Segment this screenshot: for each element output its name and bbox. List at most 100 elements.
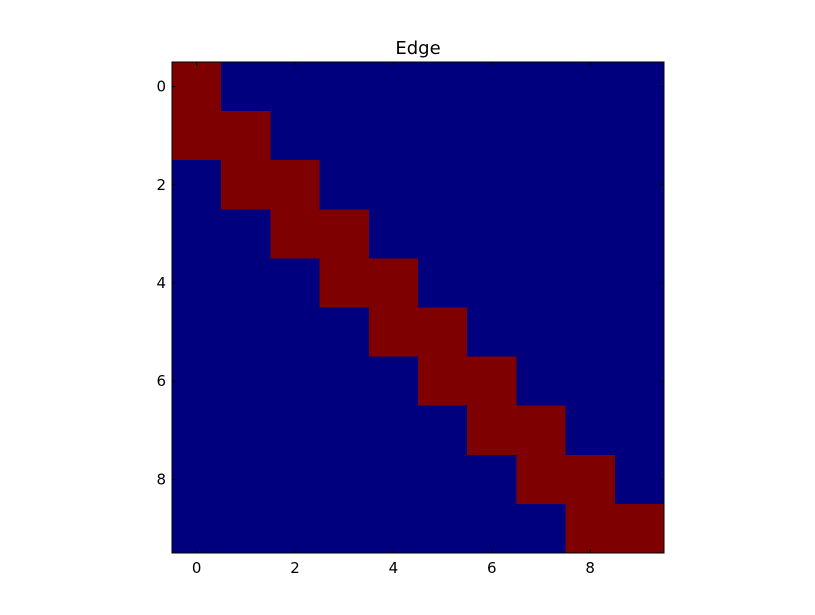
heatmap-cell: [467, 356, 517, 407]
heatmap-cell: [418, 209, 468, 259]
x-tick-label: 4: [389, 559, 399, 577]
heatmap-cell: [565, 503, 616, 554]
heatmap-cell: [516, 258, 567, 308]
heatmap-cell: [614, 356, 665, 407]
heatmap-cell: [319, 62, 370, 112]
heatmap-cell: [319, 307, 370, 358]
heatmap-cell: [172, 503, 222, 554]
heatmap-cell: [516, 160, 567, 210]
plot-frame: [171, 61, 665, 554]
heatmap-cell: [172, 160, 222, 210]
heatmap-cell: [418, 160, 468, 210]
heatmap-cell: [368, 307, 419, 358]
heatmap-cell: [516, 405, 567, 456]
heatmap-cell: [418, 62, 468, 112]
heatmap-cell: [565, 405, 616, 456]
heatmap-cell: [516, 503, 567, 554]
heatmap-cell: [270, 62, 321, 112]
heatmap-cell: [221, 258, 271, 308]
heatmap-cell: [614, 209, 665, 259]
x-tick-label: 8: [585, 559, 595, 577]
heatmap-cell: [614, 405, 665, 456]
heatmap-cell: [270, 356, 321, 407]
heatmap-cell: [368, 209, 419, 259]
heatmap-cell: [516, 111, 567, 161]
x-tick-label: 0: [192, 559, 202, 577]
heatmap-cell: [319, 405, 370, 456]
heatmap-cell: [614, 62, 665, 112]
heatmap-cells: [172, 62, 665, 554]
heatmap-cell: [467, 503, 517, 554]
heatmap-cell: [467, 62, 517, 112]
heatmap-cell: [467, 111, 517, 161]
y-tick-label: 8: [156, 470, 166, 488]
heatmap-cell: [467, 160, 517, 210]
heatmap-cell: [368, 454, 419, 505]
x-axis-tick-labels: 0 2 4 6 8: [192, 559, 595, 577]
heatmap-cell: [172, 356, 222, 407]
heatmap-cell: [368, 405, 419, 456]
heatmap-cell: [221, 503, 271, 554]
heatmap-cell: [467, 209, 517, 259]
heatmap-cell: [614, 258, 665, 308]
heatmap-cell: [565, 209, 616, 259]
heatmap-cell: [614, 160, 665, 210]
heatmap-cell: [565, 111, 616, 161]
heatmap-cell: [368, 62, 419, 112]
heatmap-cell: [467, 258, 517, 308]
heatmap-cell: [467, 454, 517, 505]
y-tick-label: 4: [156, 274, 166, 292]
heatmap-cell: [516, 454, 567, 505]
heatmap-cell: [221, 62, 271, 112]
heatmap-cell: [467, 405, 517, 456]
heatmap-cell: [172, 209, 222, 259]
heatmap-cell: [368, 160, 419, 210]
heatmap-cell: [221, 454, 271, 505]
heatmap-cell: [368, 111, 419, 161]
heatmap-cell: [319, 356, 370, 407]
heatmap-cell: [221, 111, 271, 161]
heatmap-cell: [270, 307, 321, 358]
heatmap-cell: [270, 405, 321, 456]
heatmap-cell: [467, 307, 517, 358]
heatmap-cell: [565, 160, 616, 210]
heatmap-cell: [172, 454, 222, 505]
heatmap-cell: [565, 307, 616, 358]
y-tick-label: 0: [156, 78, 166, 96]
heatmap-cell: [418, 307, 468, 358]
heatmap-cell: [418, 405, 468, 456]
heatmap-cell: [270, 454, 321, 505]
heatmap-cell: [270, 503, 321, 554]
heatmap-cell: [319, 160, 370, 210]
heatmap-cell: [270, 258, 321, 308]
heatmap-cell: [614, 307, 665, 358]
heatmap-cell: [516, 307, 567, 358]
heatmap-cell: [221, 356, 271, 407]
heatmap-cell: [270, 111, 321, 161]
heatmap-cell: [614, 454, 665, 505]
heatmap-cell: [221, 405, 271, 456]
heatmap-cell: [270, 209, 321, 259]
heatmap-cell: [319, 503, 370, 554]
heatmap-cell: [368, 503, 419, 554]
heatmap-cell: [516, 62, 567, 112]
heatmap-cell: [368, 356, 419, 407]
chart-title: Edge: [395, 38, 440, 59]
heatmap-cell: [221, 307, 271, 358]
heatmap-cell: [565, 356, 616, 407]
y-tick-label: 2: [156, 176, 166, 194]
heatmap-cell: [516, 209, 567, 259]
heatmap-cell: [516, 356, 567, 407]
heatmap-cell: [319, 209, 370, 259]
axis-ticks: [172, 62, 664, 553]
heatmap-cell: [418, 503, 468, 554]
y-tick-label: 6: [156, 372, 166, 390]
heatmap-cell: [172, 307, 222, 358]
x-tick-label: 6: [487, 559, 497, 577]
y-axis-tick-labels: 0 2 4 6 8: [156, 78, 166, 489]
heatmap-cell: [270, 160, 321, 210]
heatmap-cell: [172, 62, 222, 112]
heatmap-cell: [565, 454, 616, 505]
